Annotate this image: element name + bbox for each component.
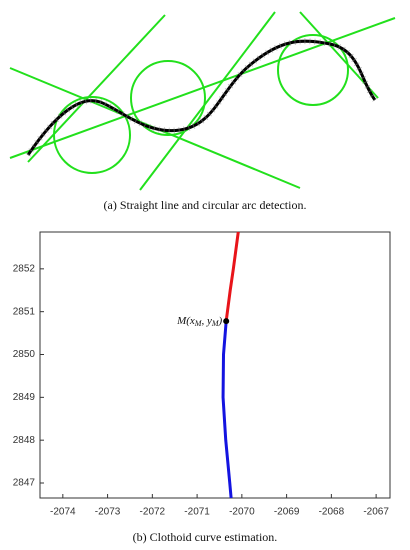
figure-a bbox=[9, 11, 396, 191]
detected-circle bbox=[53, 96, 131, 174]
detected-circle bbox=[277, 34, 349, 106]
x-tick-label: -2070 bbox=[229, 507, 255, 518]
y-tick-label: 2851 bbox=[13, 306, 36, 317]
x-tick-label: -2072 bbox=[140, 507, 166, 518]
x-tick-label: -2074 bbox=[50, 507, 76, 518]
plot-frame bbox=[39, 231, 391, 499]
y-tick-label: 2849 bbox=[13, 392, 36, 403]
y-tick-label: 2848 bbox=[13, 435, 36, 446]
caption-b: (b) Clothoid curve estimation. bbox=[133, 530, 278, 544]
annotation-part: , bbox=[201, 315, 207, 327]
y-tick-label: 2850 bbox=[13, 349, 36, 360]
annotation-part: M bbox=[211, 319, 220, 328]
detected-circle bbox=[130, 60, 206, 136]
x-tick-label: -2069 bbox=[274, 507, 300, 518]
annotation: M(xM, yM) bbox=[176, 315, 222, 328]
sample-points bbox=[25, 38, 378, 157]
detected-line bbox=[9, 17, 396, 159]
y-tick-label: 2852 bbox=[13, 263, 36, 274]
annotation-part: ) bbox=[218, 315, 223, 327]
y-tick-label: 2847 bbox=[13, 478, 36, 489]
annotation-part: y bbox=[206, 315, 212, 327]
x-tick-label: -2067 bbox=[363, 507, 389, 518]
curve bbox=[221, 320, 233, 499]
caption-a: (a) Straight line and circular arc detec… bbox=[104, 198, 307, 212]
x-tick-label: -2073 bbox=[95, 507, 121, 518]
x-tick-label: -2068 bbox=[319, 507, 345, 518]
x-tick-label: -2071 bbox=[184, 507, 210, 518]
annotation-part: M( bbox=[176, 315, 191, 327]
detected-line bbox=[27, 14, 166, 163]
curve bbox=[224, 231, 240, 322]
point-m bbox=[223, 318, 230, 325]
detected-line bbox=[139, 11, 276, 191]
annotation-part: M bbox=[194, 319, 203, 328]
annotation-part: x bbox=[189, 315, 195, 327]
